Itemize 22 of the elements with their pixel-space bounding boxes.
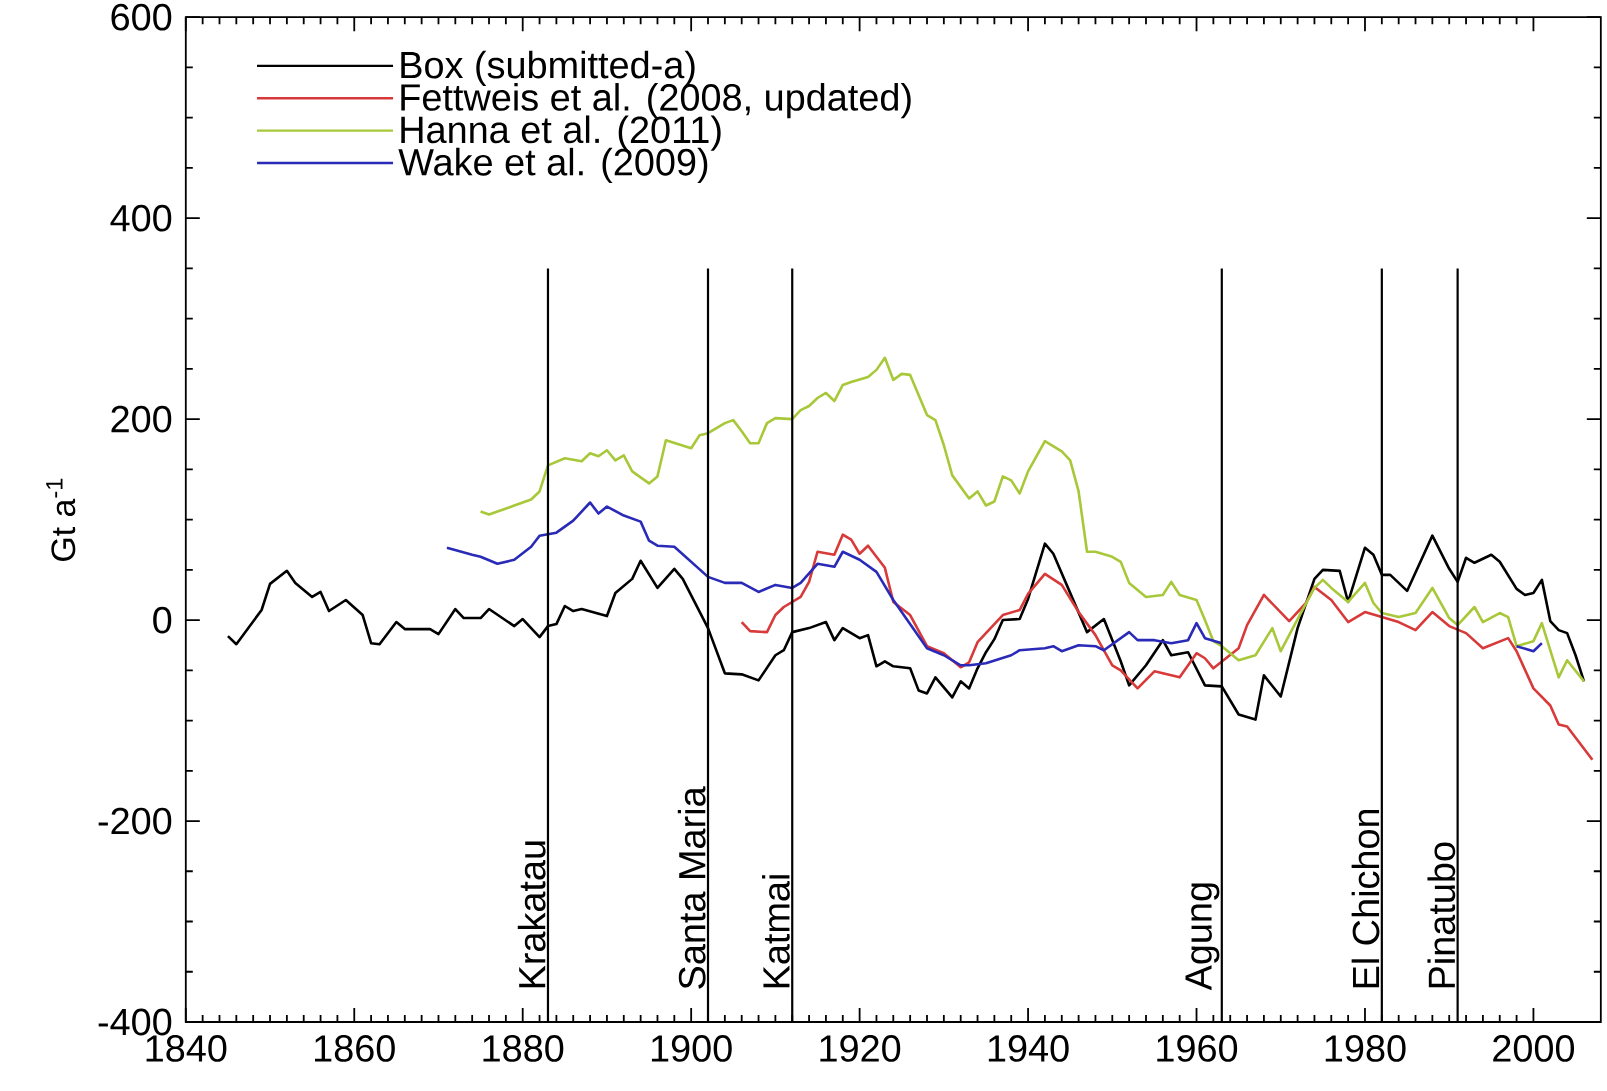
x-tick-label: 1860 — [315, 1035, 395, 1062]
y-axis-title: Gt a$^{-1}$ — [46, 478, 76, 561]
y-tick-label: 400 — [110, 204, 172, 232]
x-tick-label: 1840 — [146, 1035, 227, 1062]
y-tick-label: 0 — [153, 606, 172, 634]
ref-line-label: Santa Maria — [677, 786, 706, 989]
y-tick-label: -200 — [98, 807, 172, 835]
ref-line-label: Katmai — [762, 875, 790, 988]
x-tick-label: 2000 — [1493, 1035, 1575, 1062]
y-tick-label: -400 — [98, 1008, 172, 1036]
x-tick-label: 1940 — [988, 1035, 1069, 1062]
x-tick-label: 1880 — [483, 1035, 564, 1062]
ref-line-label: Krakatau — [517, 841, 546, 988]
x-tick-label: 1980 — [1325, 1035, 1406, 1062]
y-tick-label: 200 — [111, 405, 172, 433]
ref-line-label: El Chichon — [1351, 809, 1380, 988]
y-tick-label: 600 — [111, 3, 172, 31]
x-tick-label: 1960 — [1157, 1035, 1238, 1062]
x-tick-label: 1900 — [651, 1035, 732, 1062]
ref-line-label: Agung — [1185, 883, 1220, 991]
ref-line-label: Pinatubo — [1427, 842, 1456, 988]
x-tick-label: 1920 — [820, 1035, 901, 1062]
